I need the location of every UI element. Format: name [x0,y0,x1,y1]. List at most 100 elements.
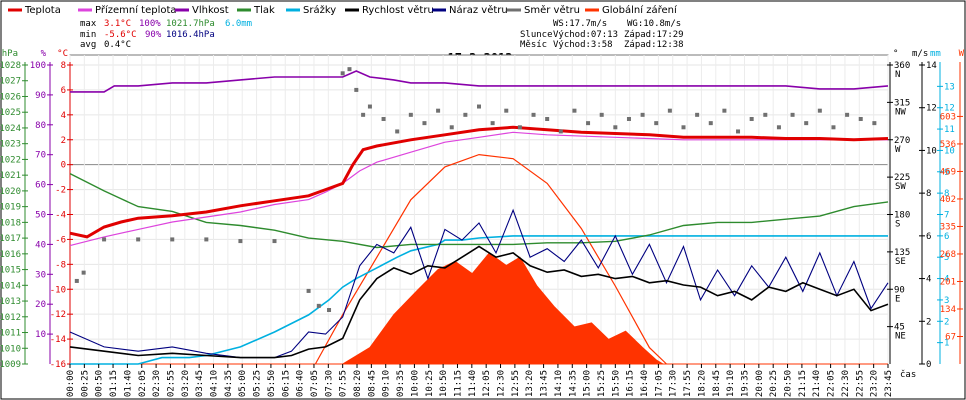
axis-label-ms: 6 [926,232,931,242]
x-tick-label: 15:50 [611,370,621,397]
legend-label: Globální záření [602,4,678,16]
wind-direction-point [272,239,277,244]
sun-label: Slunce [520,30,553,40]
x-tick-label: 18:20 [697,370,707,397]
axis-dir-name: N [895,70,900,80]
x-tick-label: 19:10 [726,370,736,397]
wind-direction-point [436,108,441,113]
axis-label-dir: 225 [894,173,910,183]
wind-direction-point [504,108,509,113]
axis-dir-name: NW [895,107,906,117]
axis-label-ms: 2 [926,317,931,327]
axis-label-mm: 8 [944,189,949,199]
stats-avg-temp: 0.4°C [104,40,131,50]
wind-direction-point [170,237,175,242]
x-tick-label: 07:05 [310,370,320,397]
x-tick-label: 12:30 [497,370,507,397]
axis-label-mm: 5 [944,253,949,263]
axis-label-pct: 10 [35,330,46,340]
wind-direction-point [74,278,79,283]
x-tick-label: 01:40 [123,370,133,397]
axis-label-hpa: 1016 [0,250,21,260]
axis-unit-pct: % [41,49,47,59]
x-tick-label: 12:55 [511,370,521,397]
x-tick-label: 14:10 [554,370,564,397]
moon-rise: Východ:3:58 [553,40,613,50]
wind-direction-point [749,116,754,121]
axis-label-mm: 3 [944,296,949,306]
stats-precip: 6.0mm [225,19,252,29]
axes: hPa1009101010111012101310141015101610171… [0,49,965,370]
axis-label-hpa: 1009 [0,360,21,370]
axis-label-hpa: 1021 [0,171,21,181]
x-tick-label: 06:15 [281,370,291,397]
x-tick-label: 22:30 [841,370,851,397]
x-tick-label: 17:55 [683,370,693,397]
axis-dir-name: S [895,220,900,230]
series-temperature [69,125,889,239]
axis-dir-name: SW [895,182,906,192]
axis-label-hpa: 1017 [0,234,21,244]
wind-direction-point [531,112,536,117]
wind-direction-point [395,129,400,134]
wind-direction-point [763,112,768,117]
x-tick-label: 02:05 [138,370,148,397]
axis-unit-w: W [959,49,965,59]
axis-unit-c: °C [57,49,68,59]
axis-label-w: 335 [940,222,956,232]
axis-label-hpa: 1012 [0,313,21,323]
x-tick-label: 10:00 [410,370,420,397]
x-tick-label: 20:00 [755,370,765,397]
axis-label-mm: 2 [944,317,949,327]
x-tick-label: 02:30 [152,370,162,397]
axis-label-w: 201 [940,277,956,287]
axis-label-hpa: 1025 [0,108,21,118]
wind-direction-point [517,125,522,130]
x-tick-label: 17:30 [669,370,679,397]
x-tick-label: 05:50 [267,370,277,397]
axis-label-dir: 135 [894,248,910,258]
axis-label-dir: 90 [894,285,905,295]
axis-label-hpa: 1027 [0,77,21,87]
axis-label-mm: 13 [944,82,955,92]
wind-direction-point [449,125,454,130]
x-tick-label: 16:15 [626,370,636,397]
wind-direction-point [306,288,311,293]
wind-direction-point [722,108,727,113]
axis-label-hpa: 1014 [0,281,21,291]
series-precipitation [70,235,888,365]
axis-label-c: 2 [61,136,66,146]
axis-label-hpa: 1023 [0,140,21,150]
x-tick-label: 05:00 [238,370,248,397]
wind-direction-point [477,104,481,109]
wind-direction-point [626,116,631,121]
series-solar-max [314,153,667,365]
legend-label: Teplota [24,5,61,16]
axis-label-mm: 4 [944,275,949,285]
stats-max-temp: 3.1°C [104,19,131,29]
x-tick-label: 17:05 [654,370,664,397]
stats-max-label: max [80,19,97,29]
wind-direction-point [102,237,107,242]
series-layer [69,67,889,365]
axis-label-dir: 45 [894,323,905,333]
wind-direction-point [613,125,618,130]
axis-label-w: 536 [940,140,956,150]
x-tick-label: 15:00 [583,370,593,397]
axis-label-mm: 12 [944,104,955,114]
wind-direction-point [347,67,352,72]
axis-label-ms: 4 [926,275,931,285]
wind-direction-point [640,112,645,117]
axis-dir-name: W [895,145,901,155]
stats-min-hum: 90% [145,30,162,40]
wind-direction-point [845,112,850,117]
x-tick-label: 23:45 [884,370,894,397]
axis-label-w: 469 [940,167,956,177]
axis-label-c: 0 [61,161,66,171]
wind-direction-point [858,116,863,121]
axis-label-hpa: 1020 [0,187,21,197]
wind-direction-point [695,112,700,117]
axis-label-pct: 90 [35,91,46,101]
x-tick-label: 21:15 [798,370,808,397]
stats-max-press: 1021.7hPa [166,19,215,29]
